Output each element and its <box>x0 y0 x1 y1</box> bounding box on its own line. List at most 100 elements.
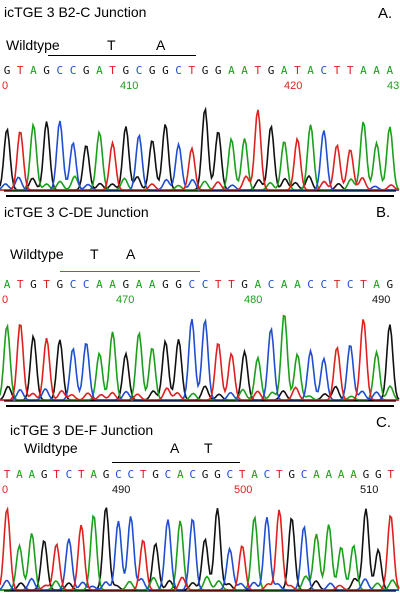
base-letter: T <box>3 468 11 481</box>
base-letter: T <box>333 64 341 77</box>
base-letter: G <box>122 278 130 291</box>
trace-channel-T <box>0 319 399 401</box>
base-letter: C <box>82 278 90 291</box>
panel-title: icTGE 3 B2-C Junction <box>4 4 147 20</box>
base-letter: A <box>350 468 357 481</box>
base-letter: A <box>307 64 314 77</box>
base-letter: A <box>337 468 345 481</box>
base-letter: T <box>77 468 85 481</box>
base-letter: G <box>82 64 90 77</box>
base-letter: G <box>40 468 48 481</box>
position-label: 43 <box>387 80 400 92</box>
base-letter: T <box>275 468 283 481</box>
base-letter: T <box>346 64 354 77</box>
wildtype-label: Wildtype <box>10 246 64 262</box>
base-letter: G <box>267 64 275 77</box>
base-letter: G <box>3 64 11 77</box>
base-letter: C <box>189 468 196 481</box>
base-letter: A <box>96 64 103 77</box>
position-label: 0 <box>2 80 9 92</box>
base-letter: G <box>288 468 295 481</box>
base-letter: G <box>175 278 182 291</box>
wildtype-base-1: T <box>107 37 116 53</box>
wildtype-underline <box>112 462 240 463</box>
trace-channel-T <box>0 109 400 191</box>
base-letter: C <box>300 468 308 481</box>
wildtype-base-2: A <box>126 246 136 262</box>
base-letter: T <box>139 468 147 481</box>
base-letter: A <box>30 64 37 77</box>
base-letter: T <box>254 64 262 77</box>
base-letter: A <box>96 278 103 291</box>
position-label: 510 <box>360 484 379 496</box>
position-label: 0 <box>2 484 9 496</box>
trace-channel-C <box>0 516 399 591</box>
chromatogram-trace <box>0 506 400 592</box>
base-letter: G <box>56 278 64 291</box>
base-letter: T <box>43 278 50 291</box>
base-letter: A <box>90 468 97 481</box>
position-label: 490 <box>112 484 131 496</box>
base-letter: G <box>152 468 159 481</box>
base-letter: C <box>267 278 275 291</box>
base-letter: G <box>30 278 37 291</box>
wildtype-base-1: T <box>90 246 99 262</box>
base-letter: A <box>294 278 301 291</box>
base-letter: C <box>115 468 122 481</box>
wildtype-label: Wildtype <box>6 37 60 53</box>
base-letter: C <box>226 468 234 481</box>
base-letter: T <box>53 468 60 481</box>
base-letter: A <box>16 468 23 481</box>
base-letter: T <box>294 64 301 77</box>
base-letter: A <box>109 278 116 291</box>
base-letter: A <box>373 278 380 291</box>
base-letter: G <box>214 468 221 481</box>
base-letter: A <box>251 468 258 481</box>
base-letter: C <box>65 468 73 481</box>
base-letter: C <box>56 64 64 77</box>
base-letter: G <box>162 278 169 291</box>
panel-title: icTGE 3 DE-F Junction <box>10 422 154 438</box>
base-letter: T <box>333 278 341 291</box>
base-letter: A <box>148 278 156 291</box>
base-letter: A <box>176 468 184 481</box>
base-letter: G <box>43 64 50 77</box>
base-letter: A <box>325 468 333 481</box>
wildtype-underline <box>48 55 196 56</box>
base-letter: A <box>360 64 367 77</box>
panel-letter: C. <box>376 414 391 431</box>
base-letter: T <box>188 64 196 77</box>
base-letter: C <box>164 468 172 481</box>
base-letter: T <box>238 468 246 481</box>
base-letter: T <box>228 278 235 291</box>
base-letter: G <box>201 468 209 481</box>
base-letter: G <box>362 468 370 481</box>
base-letter: A <box>280 64 288 77</box>
base-letter: C <box>127 468 135 481</box>
panel-letter: A. <box>378 5 393 22</box>
base-letter: A <box>280 278 288 291</box>
position-label: 470 <box>116 294 135 306</box>
wildtype-underline <box>60 271 200 272</box>
wildtype-base-1: A <box>170 440 180 456</box>
base-letter: G <box>102 468 110 481</box>
base-letter: T <box>360 278 367 291</box>
base-letter: C <box>135 64 143 77</box>
base-letter: A <box>228 64 235 77</box>
base-letter: G <box>122 64 130 77</box>
base-letter: G <box>201 64 209 77</box>
wildtype-base-2: T <box>204 440 213 456</box>
chromatogram-trace <box>0 106 400 192</box>
base-letter: G <box>148 64 156 77</box>
wildtype-label: Wildtype <box>24 440 78 456</box>
base-letter: A <box>373 64 380 77</box>
base-letter: C <box>346 278 354 291</box>
position-label: 420 <box>284 80 303 92</box>
base-letter: C <box>69 64 77 77</box>
position-label: 500 <box>234 484 253 496</box>
